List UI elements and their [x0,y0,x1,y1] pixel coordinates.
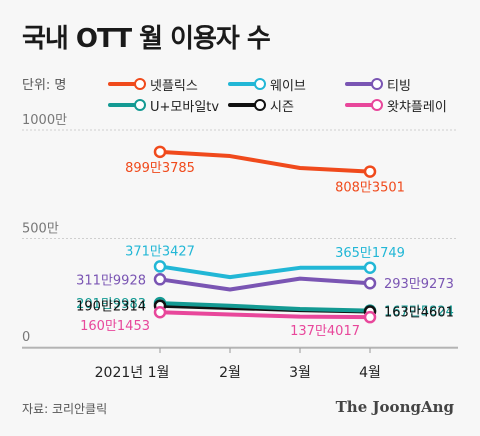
unit-label: 단위: 명 [22,78,67,93]
x-tick-label: 3월 [289,365,311,381]
data-label-watcha: 160만1453 [80,319,150,334]
data-label-tving: 293만9273 [384,277,454,292]
data-point-wavve [363,261,377,275]
legend-swatch-netflix [108,76,148,92]
legend-swatch-uplus [108,97,148,113]
data-point-watcha [153,305,167,319]
legend-label: 티빙 [387,78,411,94]
y-tick-label: 1000만 [22,113,67,128]
data-label-netflix: 899만3785 [125,161,195,176]
data-label-seezn: 163만4601 [384,306,454,321]
legend-item-watcha: 왓챠플레이 [345,97,447,115]
data-label-watcha: 137만4017 [290,324,360,339]
legend-swatch-seezn [228,97,268,113]
legend-item-seezn: 시즌 [228,97,294,115]
series-line-uplus [158,301,372,313]
legend-item-netflix: 넷플릭스 [108,76,198,94]
data-label-uplus: 201만9983 [76,297,146,312]
data-label-seezn: 190만2314 [76,300,146,315]
brand-logo: The JoongAng [335,398,454,416]
legend-item-wavve: 웨이브 [228,76,306,94]
source-note: 자료: 코리안클릭 [22,402,108,416]
legend-swatch-watcha [345,97,385,113]
series-line-watcha [158,310,372,320]
legend-label: 왓챠플레이 [387,99,447,115]
series-line-netflix [158,149,372,174]
series-line-tving [158,276,372,292]
data-label-wavve: 371만3427 [125,244,195,259]
legend-label: 웨이브 [270,78,306,94]
data-label-netflix: 808만3501 [335,181,405,196]
series-line-wavve [158,264,372,280]
chart-title: 국내 OTT 월 이용자 수 [22,24,271,54]
legend-label: 시즌 [270,99,294,115]
data-label-uplus: 167만5824 [384,305,454,320]
legend-item-tving: 티빙 [345,76,411,94]
legend-label: U+모바일tv [150,99,220,115]
data-point-tving [153,273,167,286]
data-point-wavve [153,260,167,273]
legend-swatch-wavve [228,76,268,92]
data-label-wavve: 365만1749 [335,246,405,261]
legend-item-uplus: U+모바일tv [108,97,220,115]
x-tick-label: 4월 [359,365,381,381]
data-point-netflix [363,165,377,178]
y-tick-label: 500만 [22,222,59,237]
y-tick-label: 0 [22,330,30,345]
data-label-tving: 311만9928 [76,273,146,288]
data-point-watcha [363,310,377,324]
x-tick-label: 2021년 1월 [95,365,170,381]
legend-label: 넷플릭스 [150,78,198,94]
legend-swatch-tving [345,76,385,92]
data-point-tving [363,276,377,290]
data-point-netflix [153,145,167,159]
x-tick-label: 2월 [219,365,241,381]
